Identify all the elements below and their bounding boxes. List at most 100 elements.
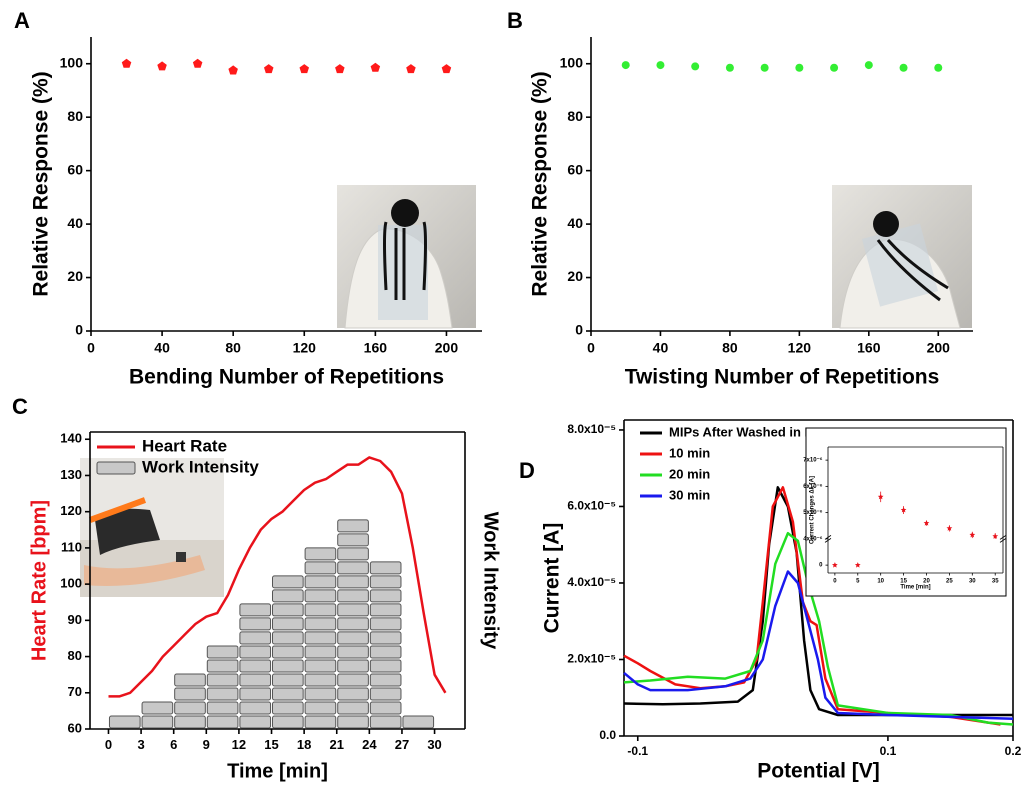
marker [946,525,953,531]
x-tick-label: 9 [203,737,210,752]
x-tick-label: 15 [900,578,907,584]
y-tick-label: 8.0x10⁻⁵ [567,422,616,436]
marker [370,62,381,72]
y-tick-label: 2.0x10⁻⁵ [567,652,616,666]
bar-block [304,701,337,715]
x-tick-label: 0.1 [880,744,897,758]
data-line [623,531,1014,726]
bar-block [304,547,337,561]
marker [335,64,345,74]
x-tick-label: 0 [833,578,837,584]
marker [832,562,838,568]
bar-block [337,673,369,687]
bar-block [272,715,304,729]
bar-block [272,617,304,631]
photo-inset-a [337,185,476,329]
bar-block [304,645,337,659]
bar-block [141,701,174,715]
bar-block [239,687,272,701]
marker [923,520,930,526]
bar-block [108,715,141,729]
x-tick-label: 80 [225,339,241,355]
bar-block [174,701,206,715]
bar-block [206,715,239,729]
y-tick-label: 60 [567,161,583,177]
photo-inset-c [80,458,224,597]
x-tick-label: 120 [788,339,812,355]
legend-label: Heart Rate [142,436,227,455]
bar-block [337,701,369,715]
y-tick-label: 20 [67,268,83,284]
y-tick-label: 100 [560,54,584,70]
x-tick-label: 80 [722,339,738,355]
y-tick-label: 40 [67,215,83,231]
y-tick-label: 6.0x10⁻⁵ [567,499,616,513]
x-tick-label: 0 [105,737,112,752]
bar-block [337,617,369,631]
bar-block [174,715,206,729]
bar-block [337,687,369,701]
bar-block [337,603,369,617]
marker [899,63,908,72]
legend-label: Work Intensity [142,457,259,476]
data-line [623,486,1001,726]
y-tick-label: 5x10⁻⁶ [803,510,823,516]
bar-block [141,715,174,729]
marker [992,533,999,539]
y-tick-label: 140 [60,431,82,446]
y-axis-label: Current [A] [541,523,564,634]
bar-block [174,687,206,701]
bar-block [272,603,304,617]
bar-block [369,673,402,687]
y-axis-label: Current Changes ΔI, [A] [810,476,816,544]
bar-block [272,645,304,659]
y-tick-label: 0 [75,322,83,338]
bar-block [337,547,369,561]
axis-break [824,538,832,543]
data-line [623,570,1014,721]
y-tick-label: 80 [567,108,583,124]
marker [725,63,734,72]
x-tick-label: 18 [297,737,311,752]
x-tick-label: 35 [992,578,999,584]
bar-block [337,715,369,729]
y-tick-label: 110 [61,539,82,554]
bar-block [337,533,369,547]
bar-block [206,645,239,659]
x-tick-label: 200 [927,339,951,355]
inset-background [805,427,1007,597]
bar-block [206,701,239,715]
y-axis-label: Relative Response (%) [30,71,53,296]
x-tick-label: 40 [154,339,170,355]
bar-block [206,673,239,687]
bar-block [272,673,304,687]
legend-label: 10 min [669,445,710,460]
y-tick-label: 0 [575,322,583,338]
bar-block [239,645,272,659]
marker [441,64,452,74]
x-tick-label: 27 [395,737,409,752]
panel-label: D [519,458,535,483]
x-tick-label: 10 [877,578,884,584]
bar-block [239,701,272,715]
bar-block [337,519,369,533]
bar-block [239,659,272,673]
bar-block [272,575,304,589]
x-tick-label: 20 [923,578,930,584]
x-tick-label: 0 [87,339,95,355]
bar-block [402,715,435,729]
bar-block [369,603,402,617]
marker [299,64,309,74]
bar-block [337,589,369,603]
bar-block [337,645,369,659]
legend-label: 20 min [669,466,710,481]
x-tick-label: 21 [330,737,344,752]
data-line [108,456,447,698]
y-tick-label: 60 [68,720,82,735]
marker [264,64,274,74]
bar-block [369,631,402,645]
marker [854,562,861,568]
x-tick-label: 200 [435,339,459,355]
marker [121,58,132,68]
